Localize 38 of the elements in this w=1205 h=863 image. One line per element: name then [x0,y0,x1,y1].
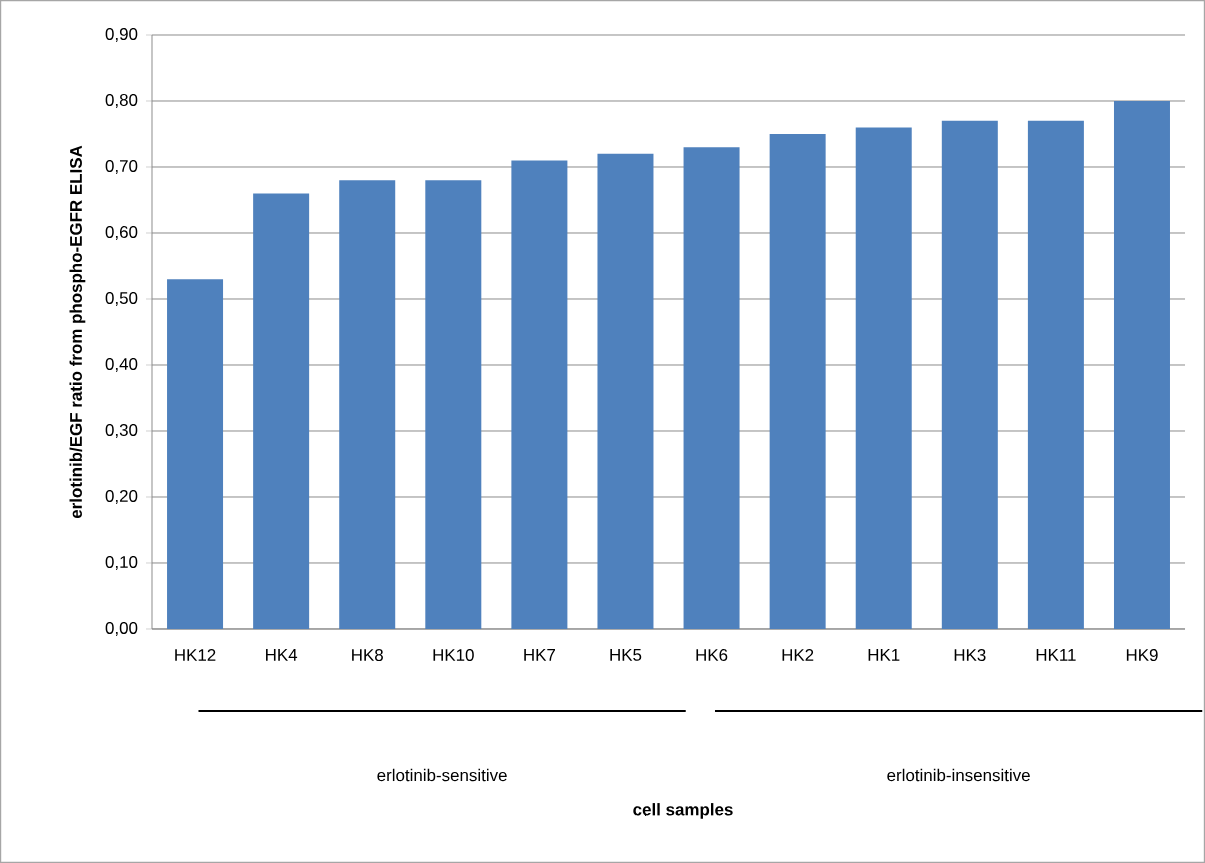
y-tick-label: 0,20 [105,490,138,504]
x-tick-label: HK10 [433,649,474,662]
y-tick-label: 0,80 [105,94,138,108]
bar [597,153,654,629]
bar [683,147,740,629]
bar [941,120,998,629]
text: cell samples [633,803,733,819]
bar [1113,100,1170,629]
x-tick-label: HK4 [266,649,298,661]
bar [1027,120,1084,629]
x-tick-label: HK6 [696,649,728,662]
bar [855,127,912,629]
y-tick-label: 0,30 [105,424,138,438]
y-tick-label: 0,10 [105,556,138,570]
y-tick-label: 0,00 [105,622,138,636]
bar [253,193,310,629]
y-tick-label: 0,60 [105,226,138,240]
x-tick-label: HK11 [1036,649,1076,661]
x-tick-label: HK7 [524,649,555,661]
y-tick-label: 0,50 [105,292,138,306]
y-tick-label: 0,70 [105,160,138,174]
y-tick-label: 0,40 [105,358,138,372]
x-tick-label: HK12 [175,649,216,661]
y-tick-label: 0,90 [105,28,138,42]
x-tick-label: HK9 [1126,649,1158,662]
bar [769,133,826,629]
bar [511,160,568,629]
bar [339,180,396,629]
x-tick-label: HK3 [954,649,986,662]
y-axis-title: erlotinib/EGF ratio from phospho-EGFR ELISA [69,145,86,519]
x-tick-label: HK2 [782,649,814,661]
x-tick-label: HK5 [610,649,642,661]
bar [425,180,482,629]
x-tick-label: HK8 [352,649,383,662]
bar [167,279,224,629]
text: erlotinib-sensitive [377,768,507,782]
x-tick-label: HK1 [868,649,900,661]
text: erlotinib-insensitive [887,768,1030,782]
